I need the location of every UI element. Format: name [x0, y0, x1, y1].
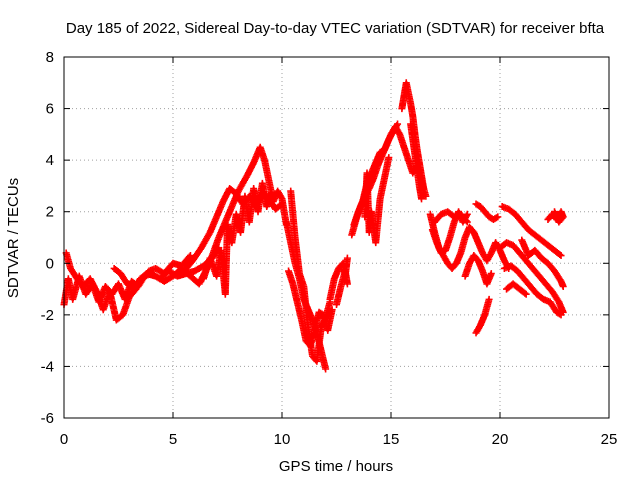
plot-frame	[63, 56, 610, 419]
data-point	[557, 311, 565, 319]
data-point	[267, 190, 275, 198]
x-tick-label: 15	[383, 431, 400, 448]
data-point	[185, 253, 193, 261]
data-point	[328, 306, 336, 314]
data-point	[322, 365, 330, 373]
x-tick-label: 25	[601, 431, 618, 448]
data-point	[485, 295, 493, 303]
data-point	[559, 282, 567, 290]
data-point	[557, 252, 565, 260]
y-tick-label: 0	[46, 255, 54, 272]
y-axis-title: SDTVAR / TECUs	[5, 178, 22, 298]
y-tick-label: -4	[41, 358, 54, 375]
y-tick-label: -2	[41, 307, 54, 324]
data-point	[277, 201, 285, 209]
data-point	[418, 195, 426, 203]
x-tick-label: 20	[492, 431, 509, 448]
data-point	[556, 310, 564, 318]
x-axis-title: GPS time / hours	[279, 458, 393, 475]
data-point	[494, 213, 502, 221]
data-point	[343, 254, 351, 262]
data-point	[394, 120, 402, 128]
gridlines	[64, 57, 609, 418]
x-tick-label: 0	[60, 431, 68, 448]
y-tick-label: 6	[46, 101, 54, 118]
y-tick-label: 8	[46, 49, 54, 66]
axis-ticks: 0 5 10 15 20 25 -6 -4 -2 0 2 4 6 8	[41, 49, 618, 448]
data-point	[463, 218, 471, 226]
data-point	[551, 208, 558, 216]
data-point	[186, 252, 194, 260]
x-tick-label: 10	[274, 431, 291, 448]
data-point	[521, 289, 529, 297]
chart-title: Day 185 of 2022, Sidereal Day-to-day VTE…	[66, 20, 605, 37]
data-points	[60, 79, 567, 373]
data-point	[278, 200, 286, 208]
data-point	[343, 280, 351, 288]
data-point	[522, 290, 530, 298]
data-point	[487, 270, 495, 278]
x-tick-label: 5	[169, 431, 177, 448]
y-tick-label: 2	[46, 204, 54, 221]
y-tick-label: 4	[46, 152, 54, 169]
data-point	[492, 214, 500, 222]
data-point	[556, 251, 564, 259]
y-tick-label: -6	[41, 410, 54, 427]
data-point	[385, 154, 393, 162]
data-point	[463, 210, 471, 218]
data-point	[462, 217, 470, 225]
